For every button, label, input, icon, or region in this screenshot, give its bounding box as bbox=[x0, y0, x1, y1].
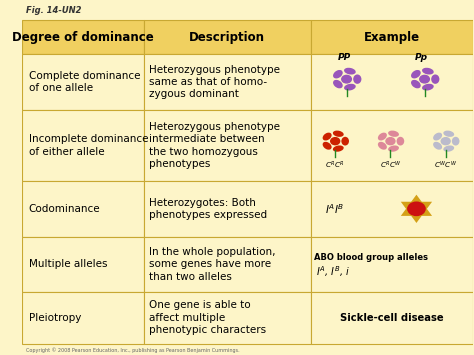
Circle shape bbox=[420, 75, 429, 83]
Bar bbox=[144, 54, 311, 110]
Ellipse shape bbox=[378, 142, 387, 150]
Ellipse shape bbox=[443, 146, 454, 152]
Text: $C^RC^R$: $C^RC^R$ bbox=[325, 160, 345, 171]
Bar bbox=[144, 20, 311, 54]
Text: Multiple alleles: Multiple alleles bbox=[29, 259, 107, 269]
Bar bbox=[144, 292, 311, 344]
Ellipse shape bbox=[431, 75, 439, 84]
Ellipse shape bbox=[422, 84, 434, 91]
Ellipse shape bbox=[378, 133, 387, 141]
Ellipse shape bbox=[344, 84, 356, 91]
Text: Example: Example bbox=[364, 31, 420, 44]
Ellipse shape bbox=[397, 137, 404, 146]
Text: Description: Description bbox=[189, 31, 265, 44]
Bar bbox=[22, 54, 144, 110]
Text: Incomplete dominance
of either allele: Incomplete dominance of either allele bbox=[29, 134, 148, 157]
Text: ABO blood group alleles: ABO blood group alleles bbox=[314, 253, 428, 262]
Text: $C^WC^W$: $C^WC^W$ bbox=[434, 160, 457, 171]
Circle shape bbox=[331, 138, 340, 144]
Ellipse shape bbox=[411, 70, 421, 78]
Text: One gene is able to
affect multiple
phenotypic characters: One gene is able to affect multiple phen… bbox=[149, 300, 266, 335]
Ellipse shape bbox=[388, 146, 399, 152]
Bar bbox=[311, 110, 474, 181]
Ellipse shape bbox=[443, 131, 454, 137]
Bar bbox=[144, 236, 311, 292]
Bar bbox=[311, 20, 474, 54]
Text: Sickle-cell disease: Sickle-cell disease bbox=[340, 313, 444, 323]
Ellipse shape bbox=[333, 80, 343, 88]
Bar bbox=[144, 181, 311, 236]
Text: Copyright © 2008 Pearson Education, Inc., publishing as Pearson Benjamin Cumming: Copyright © 2008 Pearson Education, Inc.… bbox=[27, 347, 240, 353]
Bar bbox=[22, 181, 144, 236]
Text: Codominance: Codominance bbox=[29, 204, 100, 214]
Ellipse shape bbox=[433, 142, 442, 150]
Text: Complete dominance
of one allele: Complete dominance of one allele bbox=[29, 71, 140, 93]
Bar bbox=[22, 20, 144, 54]
Polygon shape bbox=[401, 195, 432, 216]
Text: $I^AI^B$: $I^AI^B$ bbox=[326, 202, 345, 216]
Bar bbox=[311, 236, 474, 292]
Text: Pp: Pp bbox=[414, 53, 428, 62]
Text: $I^A$, $I^B$, $i$: $I^A$, $I^B$, $i$ bbox=[316, 264, 351, 279]
Ellipse shape bbox=[323, 133, 332, 141]
Text: Pleiotropy: Pleiotropy bbox=[29, 313, 81, 323]
Ellipse shape bbox=[452, 137, 459, 146]
Text: Heterozygotes: Both
phenotypes expressed: Heterozygotes: Both phenotypes expressed bbox=[149, 198, 267, 220]
Circle shape bbox=[407, 202, 426, 216]
Bar bbox=[144, 110, 311, 181]
Text: $C^RC^W$: $C^RC^W$ bbox=[380, 160, 401, 171]
Text: PP: PP bbox=[337, 53, 351, 62]
Bar bbox=[22, 236, 144, 292]
Circle shape bbox=[342, 75, 351, 83]
Ellipse shape bbox=[323, 142, 332, 150]
Ellipse shape bbox=[433, 133, 442, 141]
Ellipse shape bbox=[422, 68, 434, 75]
Ellipse shape bbox=[344, 68, 356, 75]
Ellipse shape bbox=[411, 80, 421, 88]
Ellipse shape bbox=[388, 131, 399, 137]
Ellipse shape bbox=[353, 75, 361, 84]
Ellipse shape bbox=[341, 137, 349, 146]
Text: Heterozygous phenotype
intermediate between
the two homozygous
phenotypes: Heterozygous phenotype intermediate betw… bbox=[149, 122, 280, 169]
Text: In the whole population,
some genes have more
than two alleles: In the whole population, some genes have… bbox=[149, 247, 276, 282]
Text: Fig. 14-UN2: Fig. 14-UN2 bbox=[27, 6, 82, 15]
Bar bbox=[311, 181, 474, 236]
Polygon shape bbox=[401, 202, 432, 223]
Text: Heterozygous phenotype
same as that of homo-
zygous dominant: Heterozygous phenotype same as that of h… bbox=[149, 65, 280, 99]
Bar bbox=[22, 110, 144, 181]
Ellipse shape bbox=[333, 131, 344, 137]
Text: Degree of dominance: Degree of dominance bbox=[12, 31, 154, 44]
Bar bbox=[311, 292, 474, 344]
Ellipse shape bbox=[333, 70, 343, 78]
Ellipse shape bbox=[333, 146, 344, 152]
Circle shape bbox=[386, 138, 395, 144]
Bar bbox=[22, 292, 144, 344]
Circle shape bbox=[441, 138, 450, 144]
Bar bbox=[311, 54, 474, 110]
